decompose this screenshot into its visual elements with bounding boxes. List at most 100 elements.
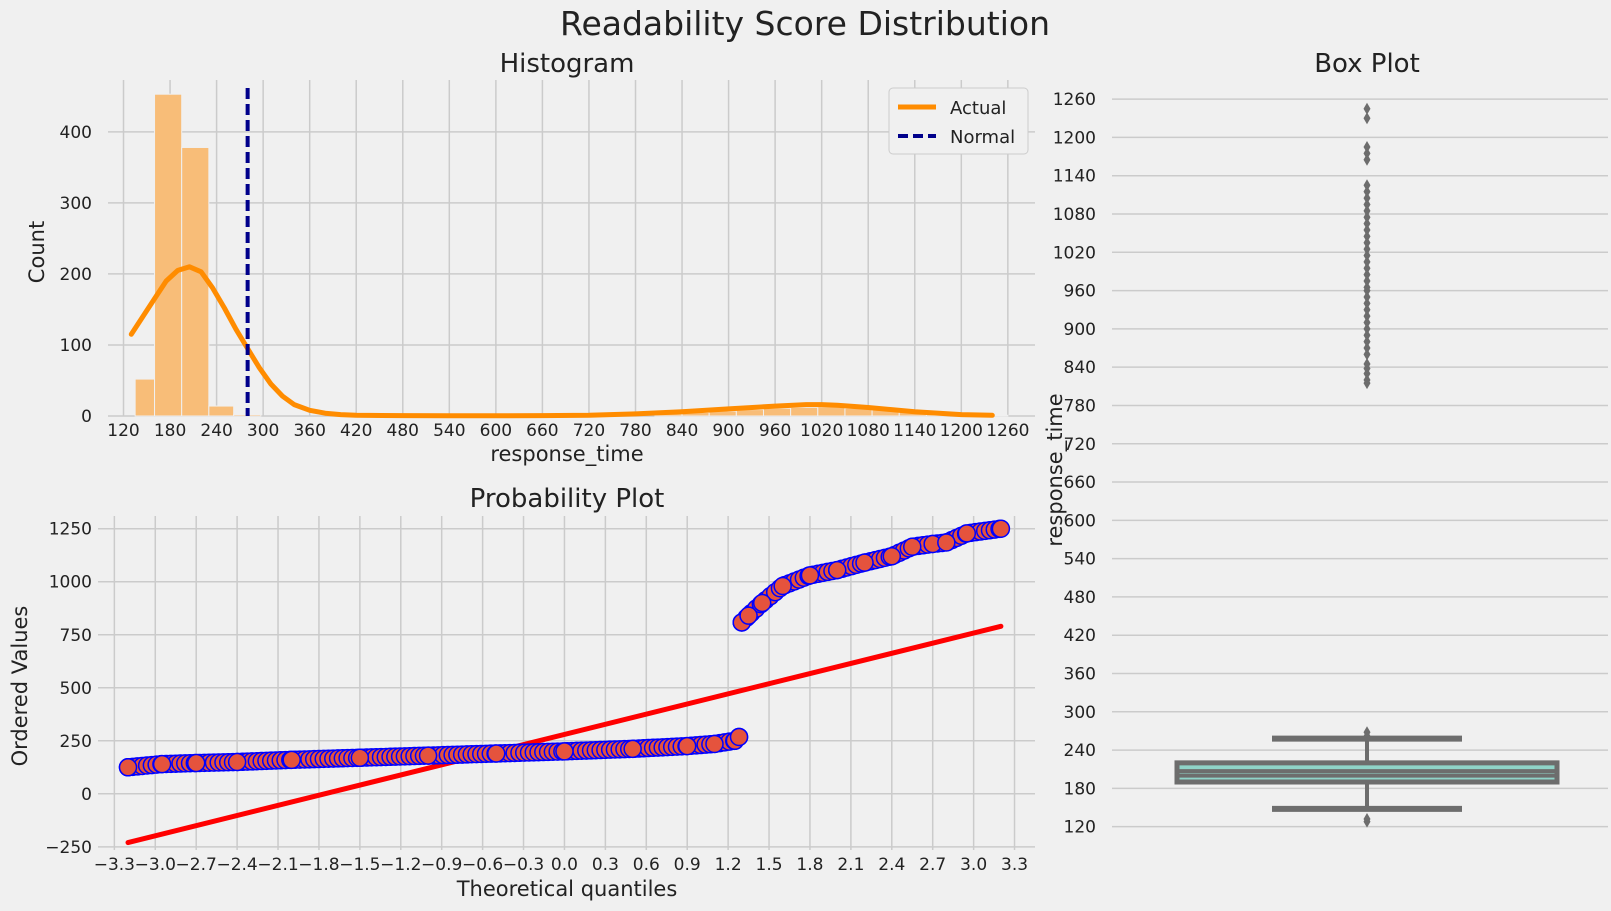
probability-y-ticks: −250 0 250 500 750 1000 1250 — [45, 520, 92, 858]
outlier-point — [1363, 303, 1371, 316]
y-tick-label: 1260 — [1053, 90, 1096, 110]
kde-line — [128, 264, 995, 419]
x-tick-label: 900 — [712, 421, 744, 441]
y-tick-label: 780 — [1064, 396, 1096, 416]
x-tick-label: 660 — [526, 421, 558, 441]
x-tick-label: −0.9 — [421, 855, 462, 875]
probability-point — [677, 736, 697, 756]
y-tick-label: 200 — [60, 265, 92, 285]
outlier-point — [1363, 281, 1371, 294]
x-tick-label: 1.2 — [715, 855, 742, 875]
histogram-bars — [134, 93, 1009, 417]
probability-point — [555, 742, 574, 761]
y-tick-label: 500 — [60, 679, 92, 699]
histogram-legend: Actual Normal — [888, 87, 1029, 155]
y-tick-label: 1250 — [49, 520, 92, 540]
outlier-point — [1363, 342, 1371, 355]
probability-plot-title: Probability Plot — [470, 484, 665, 514]
x-tick-label: 3.3 — [1001, 855, 1028, 875]
probability-point — [729, 727, 749, 747]
histogram-y-label: Count — [25, 221, 49, 283]
probability-point — [773, 576, 792, 596]
x-tick-label: −1.8 — [298, 855, 339, 875]
x-tick-label: 1080 — [847, 421, 890, 441]
y-tick-label: 300 — [60, 194, 92, 214]
y-tick-label: 1140 — [1053, 167, 1096, 187]
x-tick-label: −3.3 — [94, 855, 135, 875]
y-tick-label: 0 — [81, 407, 92, 427]
probability-grid — [98, 516, 1035, 850]
probability-point — [882, 547, 902, 566]
x-tick-label: 120 — [107, 421, 139, 441]
x-tick-label: 1140 — [893, 421, 936, 441]
outlier-point — [1363, 322, 1371, 335]
histogram-bar — [154, 93, 183, 417]
fit-line — [125, 623, 1004, 846]
outlier-point — [1363, 255, 1371, 268]
boxplot-body — [1174, 102, 1560, 828]
x-tick-label: 300 — [247, 421, 279, 441]
outlier-point — [1363, 297, 1371, 310]
x-tick-label: 2.4 — [878, 855, 905, 875]
probability-point — [418, 746, 438, 765]
x-tick-label: 1200 — [940, 421, 983, 441]
x-tick-label: 3.0 — [960, 855, 987, 875]
boxplot-y-label: response_time — [1043, 393, 1068, 546]
probability-point — [282, 750, 301, 770]
histogram-bar — [762, 407, 792, 417]
outlier-point — [1363, 147, 1371, 160]
legend-normal-label: Normal — [950, 127, 1015, 148]
outlier-point — [1363, 310, 1371, 323]
y-tick-label: 480 — [1064, 588, 1096, 608]
outlier-point — [1363, 268, 1371, 281]
outlier-point — [1363, 236, 1371, 249]
outlier-point — [1363, 290, 1371, 303]
x-tick-label: 240 — [200, 421, 232, 441]
outlier-point — [1363, 726, 1371, 739]
x-tick-label: −2.4 — [216, 855, 257, 875]
probability-point — [827, 560, 847, 580]
y-tick-label: 420 — [1064, 626, 1096, 646]
outlier-point — [1363, 329, 1371, 342]
figure-title: Readability Score Distribution — [560, 4, 1050, 43]
y-tick-label: 120 — [1064, 818, 1096, 838]
y-tick-label: 100 — [60, 336, 92, 356]
outlier-point — [1363, 185, 1371, 198]
probability-point — [739, 606, 758, 625]
x-tick-label: 2.1 — [837, 855, 864, 875]
outlier-point — [1363, 141, 1371, 154]
probability-point — [118, 758, 138, 777]
outlier-point — [1363, 335, 1371, 348]
y-tick-label: 750 — [60, 626, 92, 646]
y-tick-label: 300 — [1064, 703, 1096, 723]
y-tick-label: 1080 — [1053, 205, 1096, 225]
histogram-panel: Histogram 120 180 240 300 360 420 480 540 600 660… — [25, 49, 1035, 467]
probability-point — [186, 753, 206, 773]
y-tick-label: 1020 — [1053, 243, 1096, 263]
x-tick-label: 1020 — [800, 421, 843, 441]
probability-point — [227, 752, 247, 772]
x-tick-label: 2.7 — [919, 855, 946, 875]
outlier-point — [1363, 153, 1371, 166]
x-tick-label: 960 — [759, 421, 791, 441]
outlier-point — [1363, 102, 1371, 115]
y-tick-label: 660 — [1064, 473, 1096, 493]
boxplot-grid — [1112, 98, 1608, 828]
x-tick-label: −0.6 — [462, 855, 503, 875]
y-tick-label: 400 — [60, 123, 92, 143]
boxplot-y-ticks: 120 180 240 300 360 420 480 540 600 660 720 780 840 9… — [1053, 90, 1096, 838]
y-tick-label: 900 — [1064, 320, 1096, 340]
probability-point — [937, 533, 956, 552]
y-tick-label: 0 — [81, 785, 92, 805]
x-tick-label: 360 — [293, 421, 325, 441]
x-tick-label: −2.7 — [176, 855, 217, 875]
histogram-y-ticks: 0 100 200 300 400 — [60, 123, 92, 427]
boxplot-title: Box Plot — [1314, 49, 1420, 79]
probability-point — [623, 739, 642, 759]
histogram-bar — [817, 406, 846, 417]
x-tick-label: 840 — [666, 421, 698, 441]
probability-point — [752, 593, 772, 613]
outlier-point — [1363, 198, 1371, 211]
probability-x-label: Theoretical quantiles — [456, 877, 678, 901]
probability-points — [118, 519, 1011, 777]
